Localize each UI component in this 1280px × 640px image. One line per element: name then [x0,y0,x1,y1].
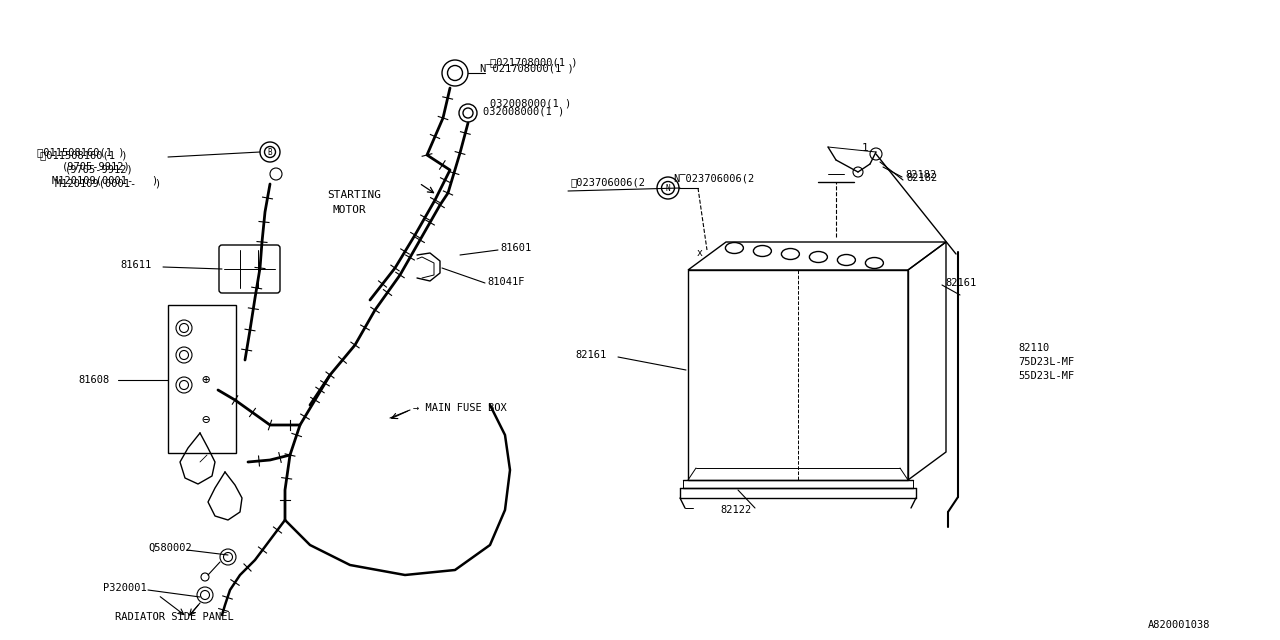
Text: 81608: 81608 [78,375,109,385]
Text: (9705-9912): (9705-9912) [61,161,131,171]
Text: 032008000(1 ): 032008000(1 ) [490,98,571,108]
Text: 82161: 82161 [945,278,977,288]
Text: x: x [698,248,703,258]
Text: (9705-9912): (9705-9912) [65,164,133,174]
Text: 82182: 82182 [905,170,936,180]
Text: 81611: 81611 [120,260,151,270]
Text: 81601: 81601 [500,243,531,253]
Text: 82122: 82122 [721,505,751,515]
Text: B: B [268,147,273,157]
Text: ⊖: ⊖ [202,413,210,427]
Text: N̅021708000(1 ): N̅021708000(1 ) [480,63,573,73]
Text: ⊕: ⊕ [202,373,210,387]
Text: Ⓝ023706006(2: Ⓝ023706006(2 [570,177,645,187]
Text: 55D23L-MF: 55D23L-MF [1018,371,1074,381]
Text: MOTOR: MOTOR [332,205,366,215]
Text: P320001: P320001 [102,583,147,593]
Text: Ⓐ011508160(1 ): Ⓐ011508160(1 ) [37,147,124,157]
Text: STARTING: STARTING [326,190,381,200]
Text: 75D23L-MF: 75D23L-MF [1018,357,1074,367]
Text: Q580002: Q580002 [148,543,192,553]
Text: Ⓝ021708000(1 ): Ⓝ021708000(1 ) [490,57,577,67]
Text: M120109(0001-   ): M120109(0001- ) [55,178,161,188]
Text: 82182: 82182 [906,173,937,183]
Text: 82110: 82110 [1018,343,1050,353]
Text: N: N [666,184,671,193]
Text: 1: 1 [861,143,869,153]
Text: 82161: 82161 [575,350,607,360]
Text: N̅023706006(2: N̅023706006(2 [673,173,754,183]
Bar [168,305,236,453]
Text: A820001038: A820001038 [1148,620,1211,630]
Text: → MAIN FUSE BOX: → MAIN FUSE BOX [413,403,507,413]
Text: 81041F: 81041F [486,277,525,287]
Text: Ⓑ011508160(1 ): Ⓑ011508160(1 ) [40,150,128,160]
Text: 032008000(1 ): 032008000(1 ) [483,106,564,116]
Text: RADIATOR SIDE PANEL: RADIATOR SIDE PANEL [115,612,234,622]
Text: M120109(0001-   ): M120109(0001- ) [52,175,159,185]
